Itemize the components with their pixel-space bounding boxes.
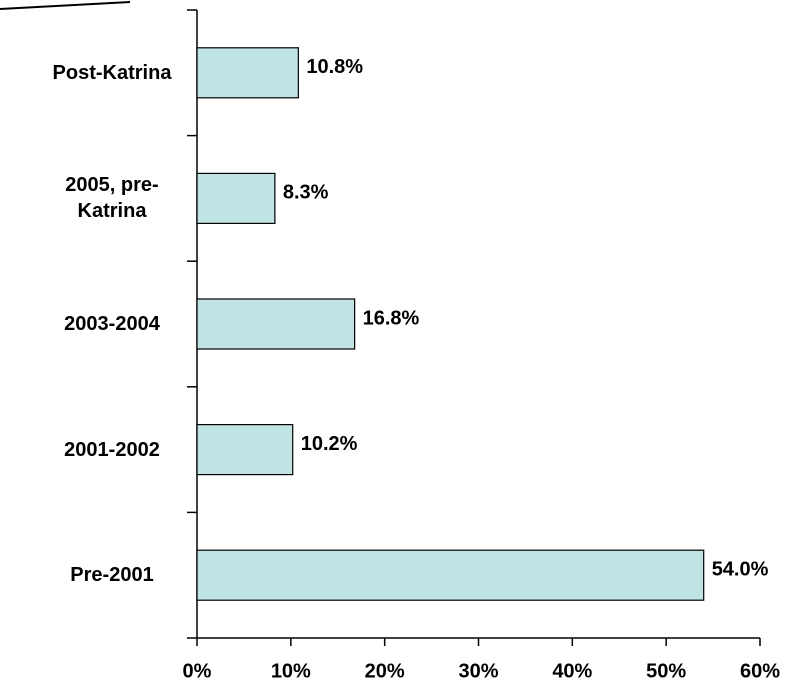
x-tick-label: 10% <box>271 660 311 682</box>
category-label: 2005, pre-Katrina <box>65 174 159 223</box>
bar <box>196 424 294 476</box>
x-tick-label: 60% <box>740 660 780 682</box>
bar <box>196 298 356 350</box>
value-label: 10.2% <box>301 433 358 455</box>
x-tick-label: 20% <box>365 660 405 682</box>
value-label: 16.8% <box>363 307 420 329</box>
value-label: 10.8% <box>306 56 363 78</box>
x-tick-label: 40% <box>552 660 592 682</box>
bar <box>196 47 299 99</box>
bar <box>196 549 705 601</box>
x-tick-label: 50% <box>646 660 686 682</box>
x-tick-label: 30% <box>458 660 498 682</box>
value-label: 8.3% <box>283 182 329 204</box>
x-tick-label: 0% <box>183 660 212 682</box>
bar <box>196 172 276 224</box>
decoration-line <box>0 1 131 10</box>
category-label: Pre-2001 <box>70 564 154 587</box>
value-label: 54.0% <box>712 558 769 580</box>
category-label: 2001-2002 <box>64 438 160 461</box>
category-label: Post-Katrina <box>52 61 172 84</box>
category-label: 2003-2004 <box>64 313 160 335</box>
